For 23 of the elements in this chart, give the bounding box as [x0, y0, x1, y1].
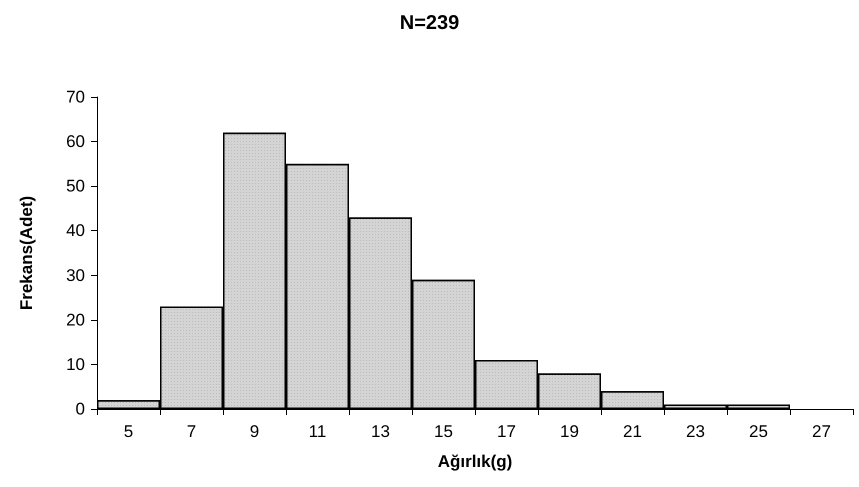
x-tick-label: 7 — [186, 422, 196, 441]
y-tick-label: 40 — [66, 221, 85, 240]
y-tick-label: 70 — [66, 88, 85, 106]
chart-title: N=239 — [400, 12, 460, 34]
y-axis-title: Frekans(Adet) — [17, 196, 36, 310]
y-tick-label: 20 — [66, 310, 85, 330]
y-tick-label: 10 — [66, 354, 85, 374]
x-tick-label: 27 — [812, 422, 831, 441]
x-tick-label: 5 — [124, 422, 134, 441]
x-tick-label: 21 — [623, 422, 642, 441]
x-tick-label: 19 — [560, 422, 579, 441]
y-tick-label: 60 — [66, 132, 85, 152]
x-axis-title: Ağırlık(g) — [438, 452, 512, 471]
x-tick-label: 9 — [250, 422, 260, 441]
x-tick-label: 23 — [686, 422, 705, 441]
x-tick-label: 17 — [497, 422, 516, 441]
x-tick-label: 25 — [749, 422, 768, 441]
x-tick-label: 11 — [308, 422, 326, 441]
y-tick-label: 50 — [66, 176, 85, 196]
y-tick-label: 0 — [76, 400, 85, 418]
x-tick-label: 13 — [371, 422, 390, 441]
y-tick-label: 30 — [66, 266, 85, 285]
x-tick-label: 15 — [434, 422, 453, 441]
